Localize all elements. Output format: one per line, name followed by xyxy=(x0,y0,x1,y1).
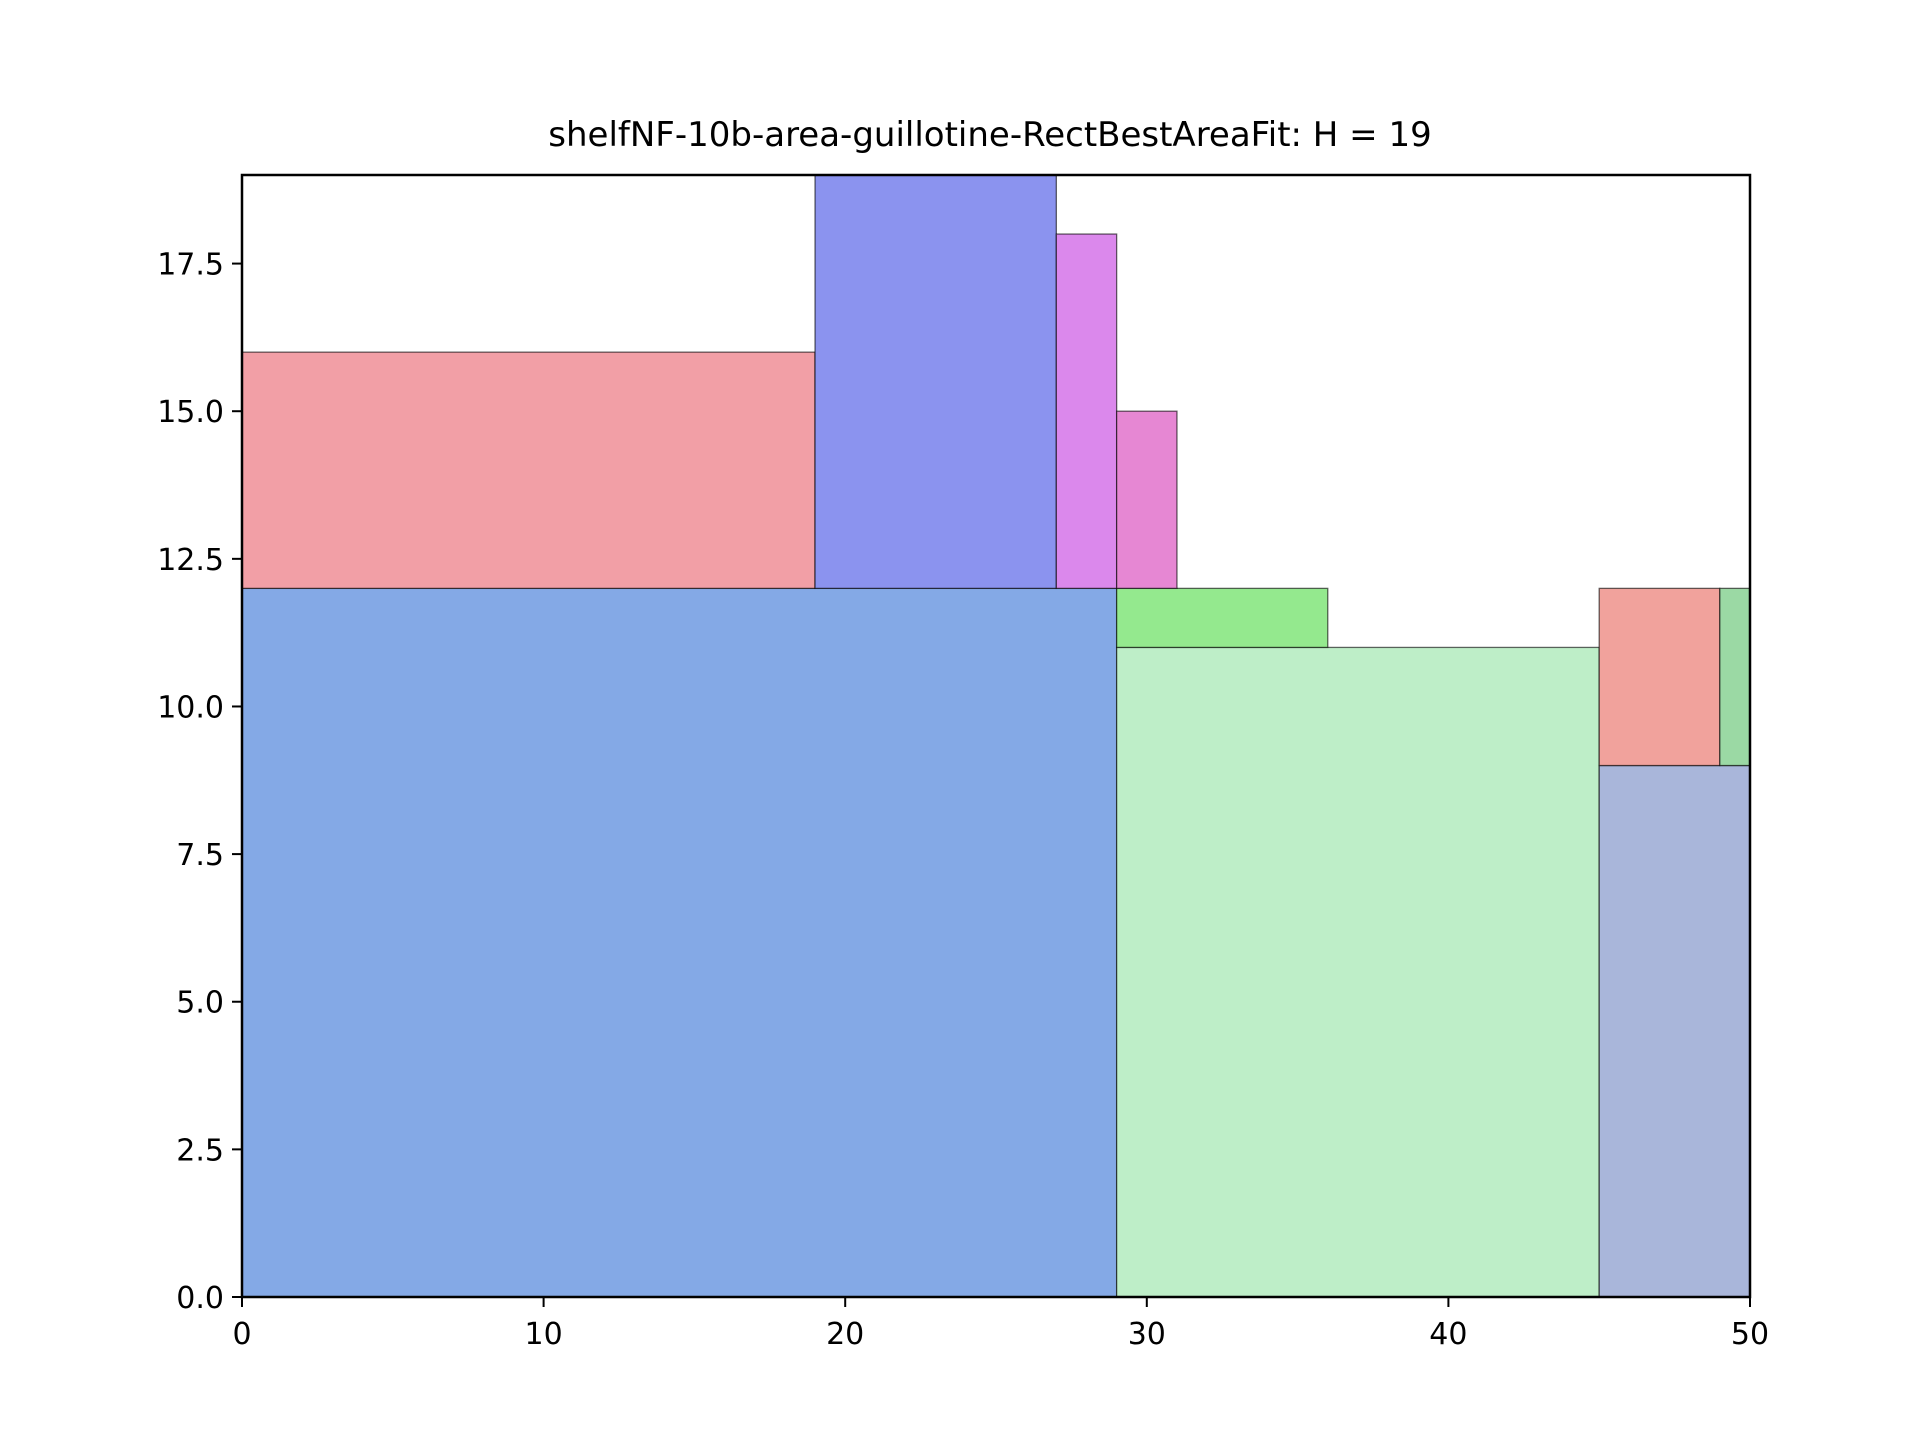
x-tick-label: 30 xyxy=(1128,1317,1166,1352)
y-tick-label: 7.5 xyxy=(176,838,224,873)
packed-rect-4 xyxy=(1719,587,1751,767)
x-tick-label: 10 xyxy=(525,1317,563,1352)
plot-frame xyxy=(240,173,1752,1299)
packed-rect-6 xyxy=(241,351,816,590)
chart-title: shelfNF-10b-area-guillotine-RectBestArea… xyxy=(548,115,1431,155)
y-tick-label: 0.0 xyxy=(176,1281,224,1316)
y-axis: 0.0 2.5 5.0 7.5 10.0 12.5 15.0 17.5 xyxy=(157,248,242,1316)
y-tick-label: 17.5 xyxy=(157,248,224,283)
y-tick-label: 12.5 xyxy=(157,543,224,578)
packed-rectangles xyxy=(241,174,1751,1298)
y-tick-label: 5.0 xyxy=(176,986,224,1021)
x-tick-label: 40 xyxy=(1429,1317,1467,1352)
packed-rect-9 xyxy=(1115,410,1178,590)
x-tick-label: 0 xyxy=(232,1317,251,1352)
packed-rect-7 xyxy=(814,174,1057,590)
y-tick-label: 2.5 xyxy=(176,1133,224,1168)
x-tick-label: 50 xyxy=(1731,1317,1769,1352)
y-tick-label: 10.0 xyxy=(157,690,224,725)
packed-rect-1 xyxy=(1115,646,1600,1298)
packed-rect-2 xyxy=(1598,764,1751,1298)
packed-rect-5 xyxy=(1115,587,1329,649)
y-tick-label: 15.0 xyxy=(157,395,224,430)
packed-rect-8 xyxy=(1055,233,1118,590)
x-tick-label: 20 xyxy=(826,1317,864,1352)
packed-rect-3 xyxy=(1598,587,1721,767)
packed-rect-0 xyxy=(241,587,1118,1298)
x-axis: 0 10 20 30 40 50 xyxy=(232,1297,1769,1352)
